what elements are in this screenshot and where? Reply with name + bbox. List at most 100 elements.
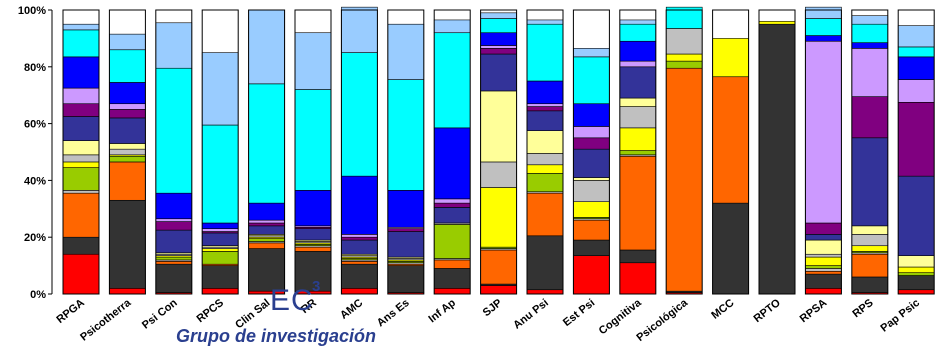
- bar-outline: [619, 9, 657, 295]
- bar-segment: [62, 87, 100, 105]
- bar-segment: [155, 67, 193, 194]
- bar-segment: [294, 89, 332, 191]
- bar-segment: [480, 12, 517, 19]
- bar-segment: [851, 225, 889, 235]
- bar-segment: [805, 268, 842, 272]
- bar-segment: [573, 177, 610, 181]
- bar-segment: [248, 225, 285, 235]
- bar-segment: [341, 288, 378, 295]
- bar-segment: [619, 150, 657, 156]
- y-tick-label: 0%: [30, 289, 46, 301]
- bar-segment: [480, 45, 517, 49]
- bar-segment: [619, 40, 657, 62]
- bar-segment: [294, 251, 332, 292]
- bar-segment: [712, 38, 749, 78]
- x-tick-label: RPGA: [54, 297, 86, 326]
- y-tick-label: 60%: [24, 119, 46, 131]
- bar-segment: [665, 53, 703, 62]
- bar-segment: [201, 265, 239, 289]
- bar-segment: [526, 110, 564, 131]
- bar-outline: [387, 9, 425, 295]
- x-tick-label: Ans Es: [375, 297, 412, 329]
- bar-segment: [201, 248, 239, 252]
- bar-segment: [573, 219, 610, 241]
- bar-outline: [340, 9, 378, 295]
- bar-segment: [619, 19, 657, 25]
- bar-segment: [758, 23, 796, 295]
- bar-segment: [62, 23, 100, 31]
- bar-segment: [897, 272, 935, 276]
- bar-segment: [387, 190, 425, 228]
- bar-segment: [526, 130, 564, 154]
- bar-segment: [851, 48, 889, 97]
- bar-segment: [758, 21, 796, 25]
- x-tick-label: Pap Psic: [879, 297, 923, 335]
- bar-segment: [109, 155, 146, 163]
- bar-segment: [805, 288, 842, 295]
- bar-segment: [665, 67, 703, 292]
- bar-segment: [805, 222, 842, 235]
- bar-segment: [665, 28, 703, 55]
- x-tick-label: Cognitiva: [597, 296, 645, 337]
- bar-outline: [201, 9, 239, 295]
- bar-segment: [573, 126, 610, 139]
- bar-segment: [62, 116, 100, 141]
- y-tick-label: 100%: [18, 5, 46, 17]
- bar-segment: [619, 155, 657, 251]
- x-tick-label: SJP: [481, 297, 505, 319]
- bar-segment: [573, 148, 610, 178]
- logo-text: EC: [270, 284, 314, 317]
- bar-segment: [480, 187, 517, 248]
- bar-outline: [433, 9, 471, 295]
- bar-segment: [573, 56, 610, 105]
- bar-segment: [62, 253, 100, 295]
- bar-segment: [62, 140, 100, 156]
- bar-segment: [805, 239, 842, 255]
- bar-outline: [155, 9, 193, 295]
- bar-segment: [619, 60, 657, 68]
- bar-segment: [341, 263, 378, 289]
- bar-outline: [851, 9, 889, 295]
- bar-segment: [341, 52, 378, 177]
- group-name: Grupo de investigación: [176, 326, 377, 346]
- bar-segment: [805, 256, 842, 266]
- bar-segment: [433, 127, 471, 200]
- bar-segment: [897, 25, 935, 48]
- bar-segment: [805, 253, 842, 258]
- bar-segment: [62, 103, 100, 117]
- bar-outline: [665, 9, 703, 295]
- bar-segment: [248, 248, 285, 292]
- bar-segment: [341, 6, 378, 53]
- bar-segment: [805, 234, 842, 241]
- logo-superscript: 3: [312, 278, 321, 295]
- bar-segment: [248, 202, 285, 221]
- bar-segment: [851, 23, 889, 43]
- bar-segment: [341, 239, 378, 255]
- bar-segment: [897, 255, 935, 268]
- x-tick-label: RPCS: [195, 297, 226, 325]
- bar-segment: [526, 235, 564, 291]
- bar-segment: [897, 102, 935, 177]
- bar-segment: [155, 263, 193, 293]
- bar-segment: [851, 253, 889, 278]
- bar-outline: [804, 9, 842, 295]
- bar-segment: [201, 52, 239, 126]
- bar-segment: [897, 289, 935, 295]
- x-tick-label: Est Psi: [561, 297, 597, 329]
- bar-outline: [712, 9, 750, 295]
- bar-segment: [248, 219, 285, 224]
- bar-segment: [433, 288, 471, 295]
- bar-segment: [201, 288, 239, 295]
- bar-segment: [712, 202, 749, 295]
- bar-segment: [248, 9, 285, 85]
- bar-segment: [155, 256, 193, 261]
- bar-segment: [851, 15, 889, 25]
- x-tick-label: RPTO: [752, 297, 784, 325]
- x-tick-label: Psicológica: [634, 296, 690, 344]
- bar-segment: [573, 201, 610, 218]
- bar-segment: [248, 83, 285, 204]
- bar-segment: [480, 249, 517, 285]
- x-tick-label: Anu Psi: [511, 297, 551, 332]
- bar-segment: [526, 173, 564, 193]
- bar-segment: [573, 103, 610, 127]
